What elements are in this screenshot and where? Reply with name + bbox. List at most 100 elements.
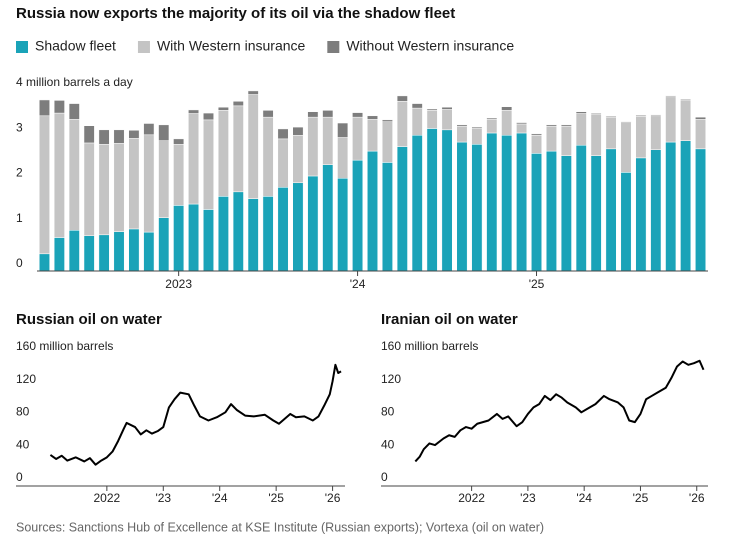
bar-segment: [203, 209, 214, 272]
y-tick-label: 0: [16, 256, 23, 270]
bar-segment: [471, 126, 483, 129]
y-tick-label: 2: [16, 166, 23, 180]
bar-segment: [456, 125, 468, 143]
bar-segment: [337, 137, 349, 179]
bar-segment: [665, 95, 677, 98]
bar-segment: [39, 115, 50, 255]
bar-segment: [53, 100, 65, 114]
bar-segment: [98, 144, 110, 236]
bar-segment: [277, 187, 289, 272]
bar-segment: [381, 162, 393, 272]
bar-segment: [307, 175, 319, 272]
bar-segment: [381, 121, 393, 163]
bar-segment: [441, 129, 453, 272]
bar-segment: [158, 217, 170, 272]
y-tick-label: 0: [381, 470, 388, 484]
bar-segment: [98, 234, 110, 272]
bar-segment: [337, 122, 349, 138]
bar-segment: [486, 132, 498, 272]
bar-segment: [83, 142, 95, 236]
bar-segment: [262, 196, 274, 272]
bar-segment: [188, 203, 200, 272]
bar-segment: [680, 99, 692, 141]
bar-segment: [352, 112, 364, 118]
bar-segment: [128, 228, 140, 272]
bar-segment: [277, 128, 289, 140]
y-tick-label: 120: [16, 372, 36, 386]
bar-segment: [232, 105, 244, 193]
line-series: [414, 359, 705, 463]
x-tick-label: '25: [633, 491, 649, 505]
y-tick-label: 0: [16, 470, 23, 484]
legend-label: Shadow fleet: [35, 38, 116, 54]
bar-segment: [367, 115, 378, 120]
bar-segment: [695, 119, 706, 150]
chart-title: Iranian oil on water: [381, 311, 518, 328]
bar-segment: [113, 231, 125, 272]
legend-label: Without Western insurance: [346, 38, 514, 54]
bar-segment: [650, 149, 662, 272]
bar-segment: [307, 111, 319, 118]
bar-segment: [501, 106, 513, 111]
bar-segment: [680, 98, 692, 101]
bar-segment: [560, 125, 572, 156]
bar-segment: [83, 125, 95, 144]
bar-segment: [635, 115, 647, 159]
bar-segment: [367, 119, 378, 152]
bar-segment: [635, 157, 647, 272]
bar-segment: [501, 135, 513, 272]
chart-title: Russia now exports the majority of its o…: [16, 5, 455, 22]
bar-segment: [486, 117, 498, 120]
bar-segment: [322, 110, 334, 118]
bar-segment: [143, 134, 155, 233]
legend-swatch: [327, 41, 340, 53]
x-tick-label: '24: [350, 277, 366, 291]
bar-segment: [39, 99, 50, 117]
y-tick-label: 40: [16, 437, 30, 451]
bar-segment: [456, 124, 468, 127]
bar-segment: [143, 231, 155, 272]
bar-segment: [620, 121, 632, 123]
bar-segment: [650, 115, 662, 150]
bar-segment: [262, 110, 274, 118]
bar-segment: [188, 109, 200, 114]
y-tick-label: 4 million barrels a day: [16, 75, 133, 89]
legend-label: With Western insurance: [157, 38, 306, 54]
bar-segment: [650, 114, 662, 117]
chart-title: Russian oil on water: [16, 311, 162, 328]
bar-segment: [113, 143, 125, 232]
bar-segment: [560, 124, 572, 127]
bar-segment: [322, 116, 334, 165]
legend-swatch: [16, 41, 28, 53]
bar-segment: [217, 110, 229, 197]
bar-segment: [516, 123, 528, 134]
y-tick-label: 80: [381, 405, 395, 419]
bar-segment: [352, 159, 364, 272]
bar-segment: [203, 119, 214, 210]
bar-segment: [605, 148, 617, 272]
bar-segment: [53, 237, 65, 272]
bar-segment: [292, 135, 304, 184]
bar-segment: [367, 150, 378, 272]
bar-segment: [381, 119, 393, 122]
bar-segment: [605, 115, 617, 118]
bar-segment: [98, 129, 110, 145]
bar-segment: [545, 150, 557, 272]
bar-segment: [292, 182, 304, 272]
bar-segment: [173, 138, 185, 145]
bar-segment: [471, 144, 483, 272]
x-tick-label: '24: [212, 491, 228, 505]
x-tick-label: '25: [529, 277, 545, 291]
bar-segment: [173, 205, 185, 272]
x-tick-label: '23: [155, 491, 171, 505]
bar-segment: [68, 103, 80, 120]
bar-segment: [217, 106, 229, 111]
bar-segment: [620, 172, 632, 272]
bar-segment: [695, 116, 706, 120]
bar-segment: [188, 113, 200, 205]
bar-segment: [575, 144, 587, 272]
bar-segment: [501, 110, 513, 136]
bar-segment: [277, 138, 289, 188]
